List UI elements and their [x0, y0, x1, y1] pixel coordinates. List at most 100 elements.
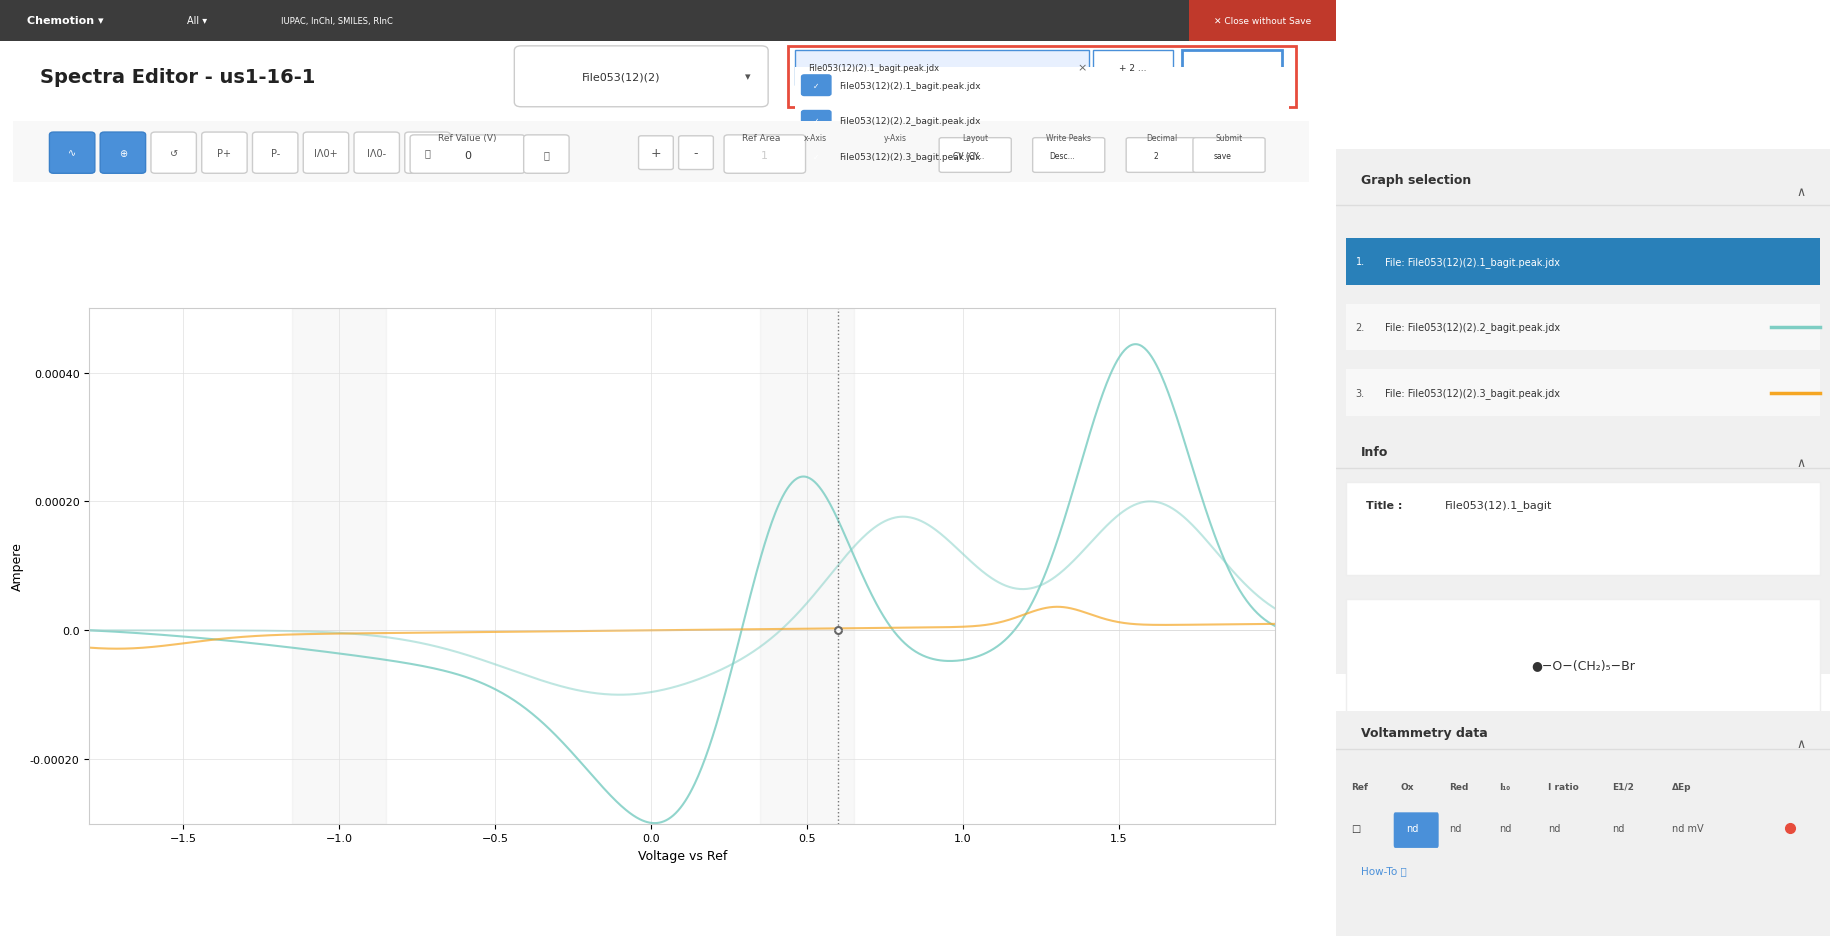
Text: 2: 2 [1153, 152, 1158, 161]
Text: x-Axis: x-Axis [803, 134, 827, 143]
FancyBboxPatch shape [49, 133, 95, 174]
Text: Voltammetry data: Voltammetry data [1360, 726, 1488, 739]
Text: Red: Red [1449, 782, 1469, 791]
FancyBboxPatch shape [1345, 304, 1821, 351]
Text: ∧: ∧ [1797, 457, 1804, 470]
Text: 1: 1 [761, 151, 767, 160]
FancyBboxPatch shape [1336, 0, 1830, 42]
FancyBboxPatch shape [1336, 711, 1830, 936]
Text: File053(12)(2).3_bagit.peak.jdx: File053(12)(2).3_bagit.peak.jdx [838, 153, 981, 162]
FancyBboxPatch shape [1345, 482, 1821, 576]
Text: I₁₀: I₁₀ [1499, 782, 1510, 791]
FancyBboxPatch shape [0, 42, 1336, 936]
FancyBboxPatch shape [514, 47, 769, 108]
Text: ⊕: ⊕ [119, 149, 126, 158]
FancyBboxPatch shape [304, 133, 350, 174]
Text: 📍: 📍 [544, 151, 549, 160]
Text: y-Axis: y-Axis [884, 134, 906, 143]
FancyBboxPatch shape [802, 147, 831, 168]
Text: ✓: ✓ [813, 81, 820, 91]
FancyBboxPatch shape [794, 51, 1089, 86]
Bar [759, 309, 855, 824]
Text: Desc...: Desc... [1049, 152, 1074, 161]
Bar [293, 309, 386, 824]
Text: IΛ0-: IΛ0- [368, 149, 386, 158]
FancyBboxPatch shape [201, 133, 247, 174]
Text: ▾: ▾ [745, 72, 750, 82]
FancyBboxPatch shape [410, 136, 525, 174]
FancyBboxPatch shape [802, 76, 831, 96]
FancyBboxPatch shape [0, 0, 1336, 42]
Text: ↺: ↺ [170, 149, 178, 158]
FancyBboxPatch shape [523, 136, 569, 174]
Text: Submit: Submit [1215, 134, 1243, 143]
FancyBboxPatch shape [802, 111, 831, 132]
Text: ΔEp: ΔEp [1673, 782, 1691, 791]
Text: nd mV: nd mV [1673, 824, 1704, 833]
FancyBboxPatch shape [1345, 370, 1821, 417]
X-axis label: Voltage vs Ref: Voltage vs Ref [637, 849, 727, 862]
Text: 2.: 2. [1356, 323, 1365, 332]
Text: 1.: 1. [1356, 257, 1365, 267]
FancyBboxPatch shape [1345, 599, 1821, 730]
Text: File053(12)(2).2_bagit.peak.jdx: File053(12)(2).2_bagit.peak.jdx [838, 117, 981, 126]
Text: ✓: ✓ [813, 153, 820, 162]
Text: All ▾: All ▾ [187, 16, 207, 26]
FancyBboxPatch shape [1032, 139, 1105, 173]
FancyBboxPatch shape [1336, 150, 1830, 674]
Text: ∧: ∧ [1797, 738, 1804, 751]
FancyBboxPatch shape [725, 136, 805, 174]
Text: save: save [1213, 152, 1232, 161]
FancyBboxPatch shape [794, 139, 1288, 173]
Text: P-: P- [271, 149, 280, 158]
Text: File: File053(12)(2).2_bagit.peak.jdx: File: File053(12)(2).2_bagit.peak.jdx [1385, 322, 1561, 333]
Text: user ▾: user ▾ [1568, 16, 1598, 26]
Text: Decimal: Decimal [1147, 134, 1179, 143]
Text: ✓: ✓ [813, 117, 820, 126]
Text: Graph selection: Graph selection [1360, 174, 1471, 187]
FancyBboxPatch shape [1345, 239, 1821, 285]
Text: Layout: Layout [963, 134, 988, 143]
Text: □: □ [1351, 824, 1360, 833]
Text: IΛ0+: IΛ0+ [315, 149, 339, 158]
FancyBboxPatch shape [1336, 431, 1830, 580]
Text: nd: nd [1548, 824, 1561, 833]
FancyBboxPatch shape [1093, 51, 1173, 86]
Text: + 2 ...: + 2 ... [1120, 64, 1147, 73]
FancyBboxPatch shape [101, 133, 146, 174]
FancyBboxPatch shape [939, 139, 1012, 173]
Text: Chemotion ▾: Chemotion ▾ [27, 16, 102, 26]
Text: IUPAC, InChI, SMILES, RInC: IUPAC, InChI, SMILES, RInC [280, 17, 392, 25]
Text: File053(12).1_bagit: File053(12).1_bagit [1444, 500, 1552, 511]
Text: ✕ Close without Save: ✕ Close without Save [1213, 17, 1310, 25]
FancyBboxPatch shape [1182, 51, 1283, 86]
Text: How-To ⓘ: How-To ⓘ [1360, 866, 1405, 875]
FancyBboxPatch shape [789, 47, 1296, 108]
Text: E1/2: E1/2 [1612, 782, 1634, 791]
Text: 📍: 📍 [425, 149, 430, 158]
Text: I ratio: I ratio [1548, 782, 1579, 791]
Text: Info: Info [1360, 446, 1387, 459]
Text: File: File053(12)(2).3_bagit.peak.jdx: File: File053(12)(2).3_bagit.peak.jdx [1385, 388, 1561, 399]
FancyBboxPatch shape [794, 104, 1288, 138]
Text: Ref: Ref [1351, 782, 1367, 791]
Text: nd: nd [1612, 824, 1625, 833]
Text: P+: P+ [218, 149, 231, 158]
FancyBboxPatch shape [1190, 0, 1336, 42]
Text: Title :: Title : [1365, 501, 1402, 510]
Text: File: File053(12)(2).1_bagit.peak.jdx: File: File053(12)(2).1_bagit.peak.jdx [1385, 256, 1561, 268]
Text: ×: × [1078, 64, 1087, 73]
Y-axis label: Ampere: Ampere [11, 542, 24, 591]
Text: nd: nd [1405, 824, 1418, 833]
FancyBboxPatch shape [150, 133, 196, 174]
Text: ●−O−(CH₂)₅−Br: ●−O−(CH₂)₅−Br [1532, 658, 1634, 671]
Text: File053(12)(2).1_bagit.peak.jdx: File053(12)(2).1_bagit.peak.jdx [809, 64, 939, 73]
Text: 0: 0 [465, 151, 470, 160]
Text: Ox: Ox [1400, 782, 1413, 791]
Text: Ref Area: Ref Area [743, 134, 781, 143]
FancyBboxPatch shape [639, 137, 673, 170]
Text: Write Peaks: Write Peaks [1047, 134, 1091, 143]
Text: File053(12)(2): File053(12)(2) [582, 72, 661, 82]
Text: Ref Value (V): Ref Value (V) [439, 134, 496, 143]
Text: -: - [694, 147, 699, 160]
